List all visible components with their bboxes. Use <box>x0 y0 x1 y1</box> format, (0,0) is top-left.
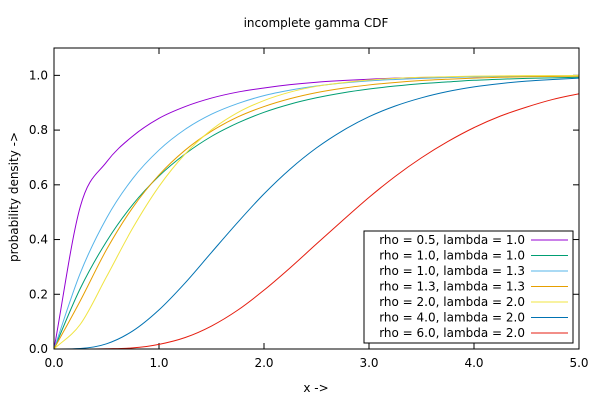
legend-label-5: rho = 2.0, lambda = 2.0 <box>379 295 525 309</box>
legend-label-6: rho = 4.0, lambda = 2.0 <box>379 311 525 325</box>
chart-title: incomplete gamma CDF <box>244 16 389 30</box>
series-line-4 <box>53 75 580 350</box>
legend: rho = 0.5, lambda = 1.0 rho = 1.0, lambda… <box>363 230 574 344</box>
y-tick-label: 0.6 <box>29 178 48 192</box>
legend-label-7: rho = 6.0, lambda = 2.0 <box>379 326 525 340</box>
series-line-5 <box>53 74 580 350</box>
x-axis-label: x -> <box>303 381 328 395</box>
y-tick-label: 0.8 <box>29 123 48 137</box>
legend-label-4: rho = 1.3, lambda = 1.3 <box>379 280 525 294</box>
y-axis-label: probability density -> <box>7 132 21 262</box>
series-line-2 <box>53 76 580 350</box>
x-tick-label: 1.0 <box>149 356 168 370</box>
series-line-7 <box>54 93 580 350</box>
x-tick-label: 2.0 <box>254 356 273 370</box>
x-tick-label: 5.0 <box>569 356 588 370</box>
x-tick-label: 0.0 <box>44 356 63 370</box>
plot-lines <box>53 74 580 350</box>
y-tick-label: 0.2 <box>29 287 48 301</box>
plot-frame <box>53 47 580 350</box>
x-tick-label: 4.0 <box>464 356 483 370</box>
series-line-6 <box>53 77 580 350</box>
y-tick-label: 0.4 <box>29 233 48 247</box>
y-tick-label: 1.0 <box>29 68 48 82</box>
x-tick-label: 3.0 <box>359 356 378 370</box>
legend-label-3: rho = 1.0, lambda = 1.3 <box>379 264 525 278</box>
legend-label-2: rho = 1.0, lambda = 1.0 <box>379 249 525 263</box>
legend-label-1: rho = 0.5, lambda = 1.0 <box>379 233 525 247</box>
y-tick-label: 0.0 <box>29 342 48 356</box>
